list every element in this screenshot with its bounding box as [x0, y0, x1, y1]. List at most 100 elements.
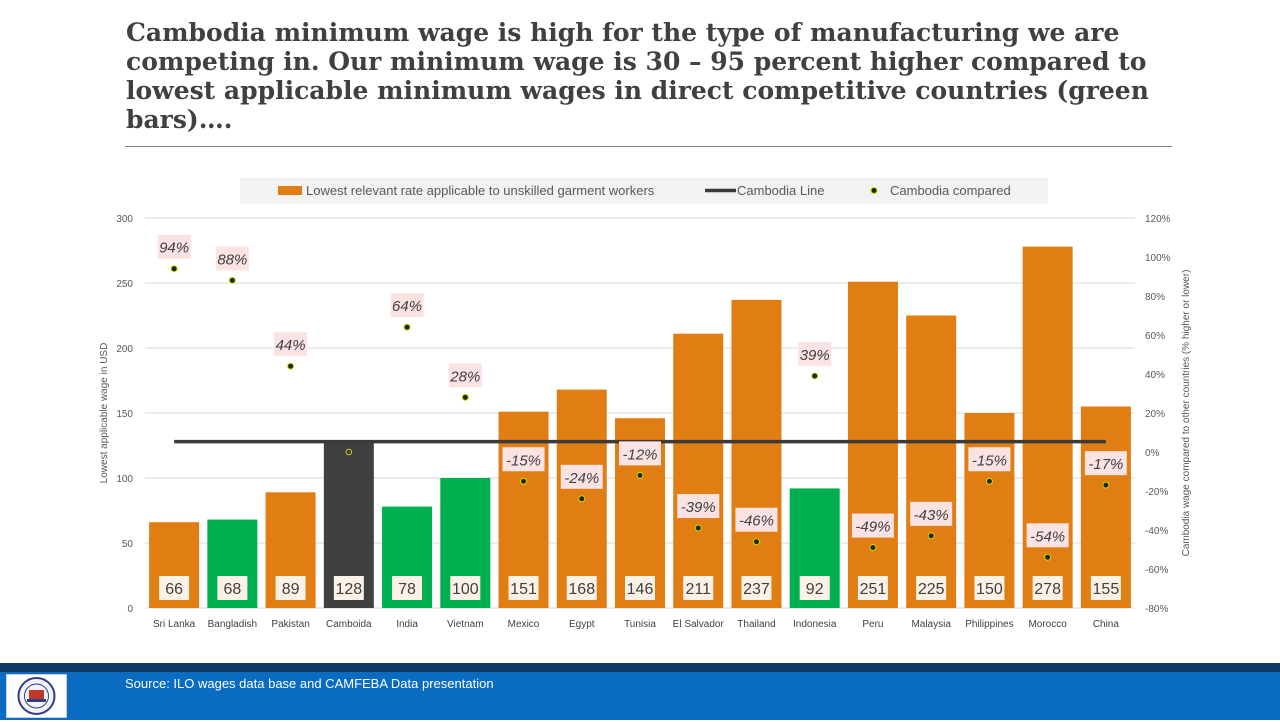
- legend-marker-label: Cambodia compared: [890, 183, 1011, 198]
- compare-label-box: [798, 341, 832, 366]
- organization-seal-icon: [6, 674, 67, 718]
- bar: [1022, 246, 1073, 608]
- title-divider: [125, 146, 1172, 147]
- bar-value-box: [683, 576, 714, 600]
- bar-value-box: [392, 576, 423, 600]
- bar: [498, 411, 549, 608]
- bar-value-box: [741, 576, 772, 600]
- compare-label-box: [619, 441, 661, 466]
- source-note: Source: ILO wages data base and CAMFEBA …: [125, 676, 494, 691]
- bar-value-box: [799, 576, 830, 600]
- bar-value-box: [566, 576, 597, 600]
- y-tick-label: 50: [122, 539, 134, 550]
- compare-label-box: [677, 494, 720, 519]
- bar-value-label: 92: [806, 581, 824, 598]
- compare-label: -46%: [739, 513, 774, 530]
- compare-label-box: [968, 447, 1011, 472]
- bar-value-label: 78: [398, 581, 416, 598]
- compare-label: 39%: [800, 347, 830, 364]
- compare-label-box: [502, 447, 545, 472]
- bar-value-box: [625, 576, 655, 600]
- category-label: Camboida: [326, 619, 372, 630]
- category-label: Malaysia: [911, 619, 951, 630]
- y2-axis-title: Cambodia wage compared to other countrie…: [1181, 270, 1192, 557]
- compare-marker: [1102, 481, 1110, 489]
- compare-label: -15%: [506, 452, 541, 469]
- bar-value-box: [1032, 576, 1063, 600]
- bar-value-label: 89: [282, 581, 300, 598]
- compare-label: -12%: [622, 446, 657, 463]
- bar-value-label: 128: [335, 581, 362, 598]
- category-label: Morocco: [1028, 619, 1067, 630]
- category-label: Bangladish: [208, 619, 257, 630]
- legend-line-label: Cambodia Line: [737, 183, 824, 198]
- compare-label: 94%: [159, 240, 189, 257]
- legend-box: [240, 178, 1048, 204]
- y2-tick-label: -80%: [1145, 604, 1168, 615]
- y2-tick-label: -20%: [1145, 487, 1168, 498]
- slide-title: Cambodia minimum wage is high for the ty…: [126, 18, 1149, 134]
- bar-value-label: 68: [223, 581, 241, 598]
- footer-bar: [0, 672, 1280, 720]
- category-label: Indonesia: [793, 619, 837, 630]
- bar-value-label: 151: [510, 581, 537, 598]
- bar-value-box: [916, 576, 947, 600]
- compare-label: 88%: [217, 251, 247, 268]
- compare-label-box: [560, 464, 603, 489]
- compare-marker: [403, 323, 411, 331]
- category-label: Egypt: [569, 619, 595, 630]
- category-label: Vietnam: [447, 619, 484, 630]
- compare-label-box: [851, 513, 894, 538]
- compare-marker: [1044, 553, 1052, 561]
- compare-marker: [520, 477, 528, 485]
- compare-label-box: [910, 501, 953, 526]
- bar-value-label: 66: [165, 581, 183, 598]
- y-tick-label: 100: [116, 474, 133, 485]
- bar-value-box: [1090, 576, 1121, 600]
- bar-value-box: [275, 576, 306, 600]
- bar: [673, 333, 724, 608]
- bar-value-label: 211: [685, 581, 711, 598]
- bar-value-label: 146: [627, 581, 654, 598]
- bar: [731, 299, 782, 608]
- y-tick-label: 150: [116, 409, 133, 420]
- compare-label-box: [390, 293, 424, 318]
- compare-label-box: [1084, 451, 1127, 476]
- y-tick-label: 250: [116, 279, 133, 290]
- y-tick-label: 200: [116, 344, 133, 355]
- y-tick-label: 300: [116, 214, 133, 225]
- bar-value-box: [450, 576, 481, 600]
- bar-value-box: [217, 576, 248, 600]
- compare-label: 28%: [449, 368, 480, 385]
- bar-value-box: [857, 576, 888, 600]
- y2-tick-label: 80%: [1145, 292, 1165, 303]
- category-label: Mexico: [508, 619, 540, 630]
- bar-value-box: [333, 576, 364, 600]
- bar: [906, 315, 957, 608]
- bar-value-label: 155: [1093, 581, 1120, 598]
- y2-tick-label: 60%: [1145, 331, 1165, 342]
- bar-value-box: [974, 576, 1005, 600]
- compare-marker: [985, 477, 993, 485]
- compare-marker: [694, 524, 702, 532]
- footer-accent-bar: [0, 663, 1280, 672]
- category-label: Tunisia: [624, 619, 656, 630]
- compare-label-box: [274, 332, 308, 357]
- compare-marker: [927, 532, 935, 540]
- y-tick-label: 0: [127, 604, 133, 615]
- compare-label: -49%: [855, 519, 890, 536]
- y2-tick-label: 0%: [1145, 448, 1160, 459]
- legend-bar-swatch: [278, 186, 302, 195]
- compare-label: 64%: [392, 298, 422, 315]
- category-label: Sri Lanka: [153, 619, 196, 630]
- compare-label: 44%: [276, 337, 306, 354]
- category-label: El Salvador: [673, 619, 725, 630]
- y2-tick-label: -40%: [1145, 526, 1168, 537]
- compare-marker: [228, 276, 236, 284]
- compare-marker: [461, 393, 469, 401]
- category-label: China: [1093, 619, 1120, 630]
- compare-marker: [869, 544, 877, 552]
- compare-label: -54%: [1030, 528, 1065, 545]
- compare-label-box: [1026, 523, 1069, 548]
- compare-label: -15%: [972, 452, 1007, 469]
